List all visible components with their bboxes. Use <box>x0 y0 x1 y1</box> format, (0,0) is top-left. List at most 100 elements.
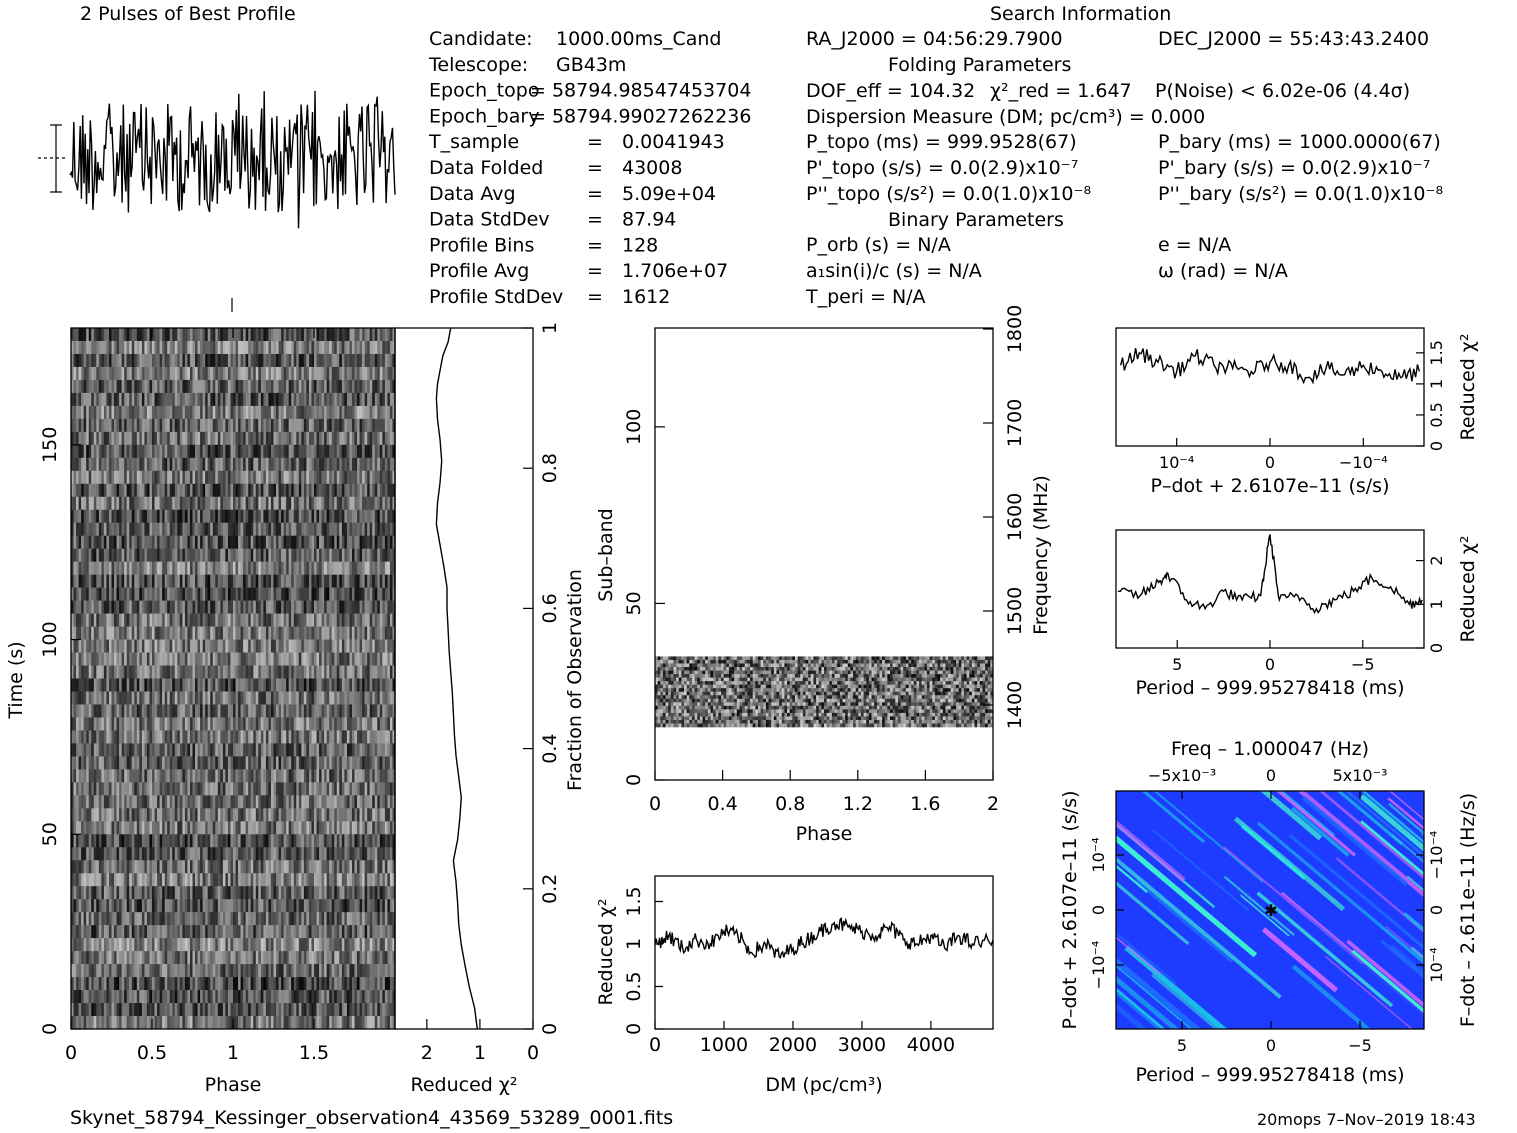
time-phase-cell <box>220 366 224 381</box>
time-phase-cell <box>227 444 231 459</box>
time-phase-cell <box>200 366 203 381</box>
time-phase-cell <box>362 509 365 524</box>
time-phase-cell <box>215 808 219 822</box>
time-phase-cell <box>134 821 138 835</box>
time-phase-cell <box>301 574 305 588</box>
time-phase-cell <box>86 613 90 627</box>
time-phase-cell <box>308 613 312 627</box>
time-phase-cell <box>222 444 226 459</box>
time-phase-cell <box>184 587 188 601</box>
time-phase-cell <box>351 444 355 459</box>
time-phase-cell <box>288 392 292 407</box>
time-phase-cell <box>197 730 201 744</box>
time-phase-cell <box>392 457 395 472</box>
time-phase-cell <box>182 535 186 549</box>
time-phase-cell <box>367 743 370 757</box>
time-phase-cell <box>197 392 201 407</box>
time-phase-cell <box>96 613 100 627</box>
time-phase-cell <box>93 665 97 679</box>
time-phase-cell <box>76 496 79 511</box>
time-phase-cell <box>387 457 391 472</box>
time-phase-cell <box>164 665 168 679</box>
time-phase-cell <box>324 392 327 407</box>
time-phase-cell <box>172 639 176 653</box>
time-phase-cell <box>152 717 155 731</box>
time-phase-cell <box>329 730 333 744</box>
time-phase-cell <box>162 340 165 355</box>
time-phase-cell <box>93 639 97 653</box>
time-phase-cell <box>139 444 143 459</box>
time-phase-cell <box>141 574 145 588</box>
time-phase-cell <box>351 509 355 524</box>
time-phase-cell <box>184 756 188 770</box>
time-phase-cell <box>369 574 373 588</box>
time-phase-cell <box>136 717 140 731</box>
time-phase-cell <box>215 756 219 770</box>
time-phase-cell <box>298 678 302 692</box>
time-phase-cell <box>346 678 350 692</box>
time-phase-cell <box>250 743 254 757</box>
time-phase-cell <box>359 405 363 420</box>
time-phase-cell <box>172 782 176 796</box>
time-phase-cell <box>296 431 300 446</box>
time-phase-cell <box>351 483 355 498</box>
time-phase-cell <box>159 665 163 679</box>
time-phase-cell <box>197 756 201 770</box>
time-phase-cell <box>159 353 163 368</box>
time-phase-cell <box>243 535 246 549</box>
time-phase-cell <box>281 561 284 575</box>
time-phase-cell <box>248 535 252 549</box>
time-phase-cell <box>205 509 208 524</box>
time-phase-cell <box>346 483 350 498</box>
time-phase-cell <box>225 808 229 822</box>
time-phase-cell <box>108 496 112 511</box>
time-phase-cell <box>306 340 310 355</box>
time-phase-cell <box>278 795 282 809</box>
time-phase-cell <box>326 756 330 770</box>
time-phase-cell <box>152 457 155 472</box>
time-phase-cell <box>374 743 378 757</box>
time-phase-cell <box>372 756 376 770</box>
time-phase-cell <box>354 328 358 342</box>
time-phase-cell <box>255 470 259 485</box>
time-phase-cell <box>121 457 125 472</box>
time-phase-cell <box>184 782 188 796</box>
time-phase-cell <box>354 366 358 381</box>
time-phase-cell <box>111 639 115 653</box>
time-phase-cell <box>114 561 117 575</box>
time-phase-cell <box>319 782 322 796</box>
time-phase-cell <box>270 561 274 575</box>
time-phase-cell <box>217 652 221 666</box>
time-phase-cell <box>308 678 312 692</box>
time-phase-cell <box>119 769 122 783</box>
time-phase-cell <box>306 626 310 640</box>
time-phase-cell <box>372 587 376 601</box>
time-phase-cell <box>83 717 87 731</box>
time-phase-cell <box>154 561 158 575</box>
time-phase-cell <box>258 431 262 446</box>
time-phase-cell <box>220 328 224 342</box>
time-phase-cell <box>369 340 373 355</box>
time-phase-cell <box>149 821 153 835</box>
time-phase-cell <box>346 626 350 640</box>
time-phase-cell <box>329 379 333 394</box>
time-phase-cell <box>248 600 252 614</box>
time-phase-cell <box>83 587 87 601</box>
time-phase-cell <box>83 444 87 459</box>
time-phase-cell <box>344 535 348 549</box>
profile-trace <box>38 90 396 312</box>
time-phase-cell <box>195 457 198 472</box>
time-phase-cell <box>205 405 208 420</box>
time-phase-cell <box>114 704 117 718</box>
time-phase-cell <box>192 743 196 757</box>
time-phase-cell <box>334 626 338 640</box>
time-phase-cell <box>344 366 348 381</box>
time-phase-cell <box>101 743 105 757</box>
time-phase-cell <box>281 574 284 588</box>
time-phase-cell <box>159 691 163 705</box>
time-phase-cell <box>346 587 350 601</box>
time-phase-cell <box>187 743 191 757</box>
time-phase-cell <box>73 392 77 407</box>
time-phase-cell <box>336 782 340 796</box>
time-phase-cell <box>222 561 226 575</box>
